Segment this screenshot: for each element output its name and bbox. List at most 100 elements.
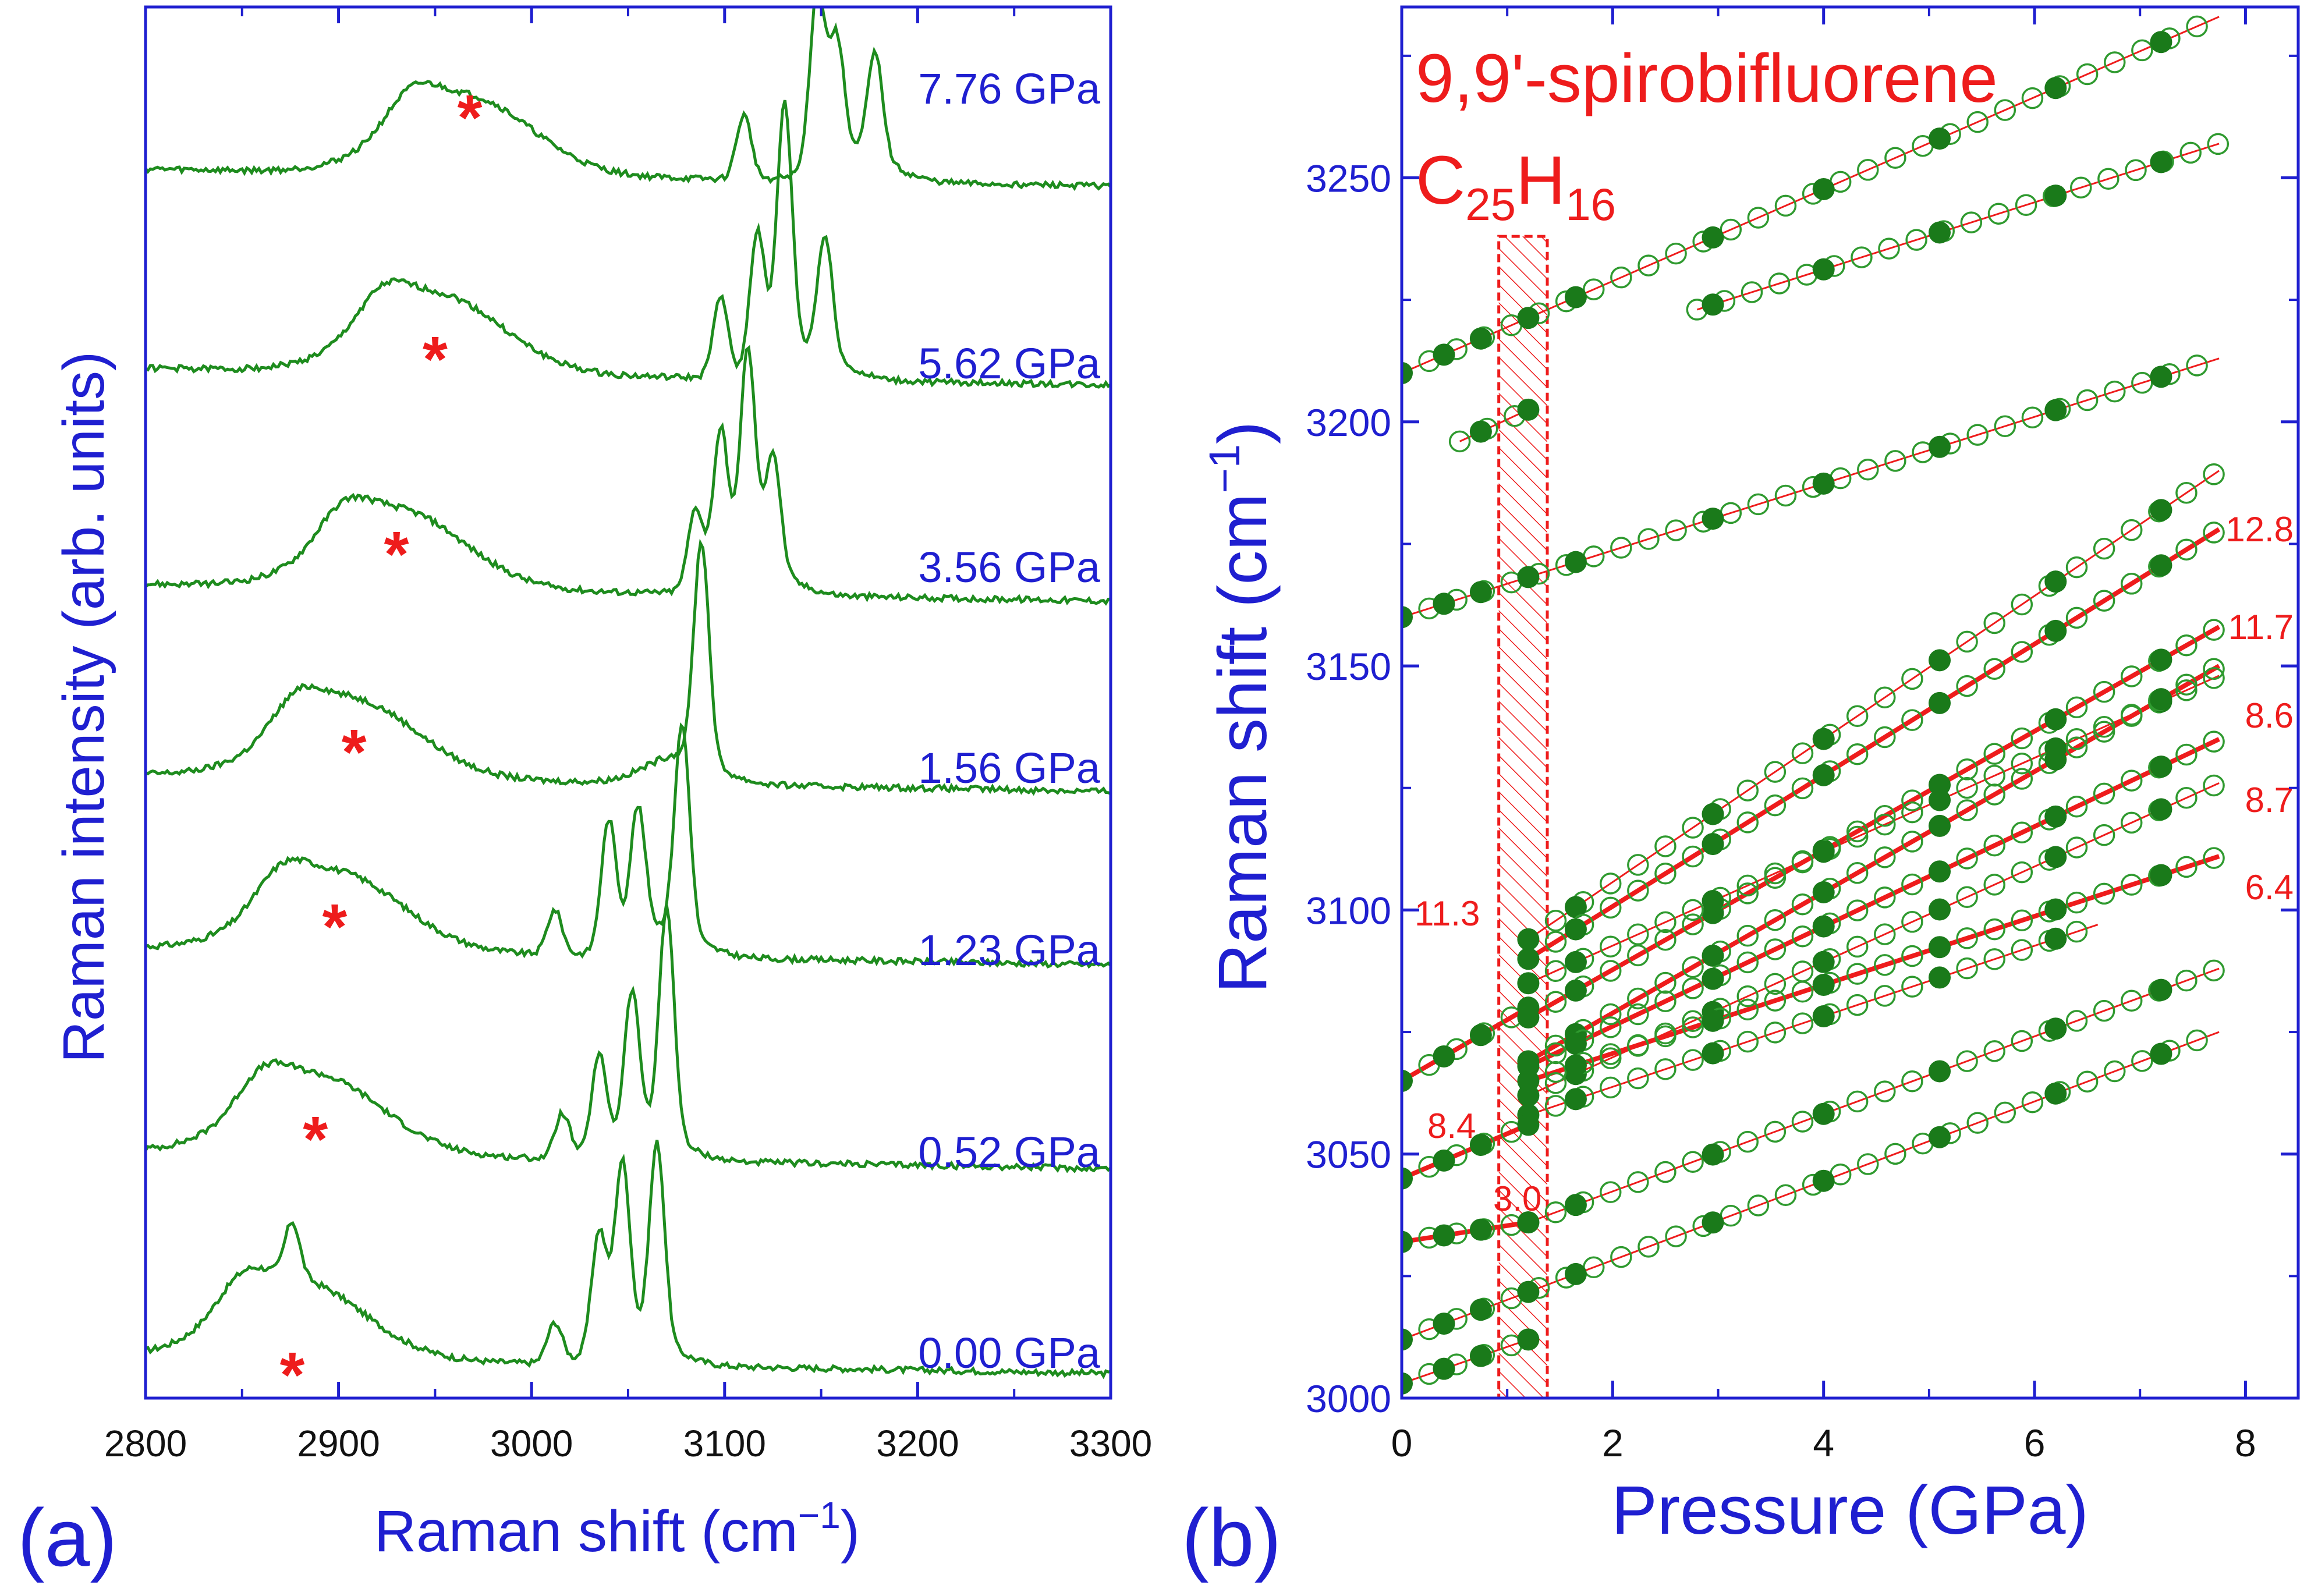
data-point-filled bbox=[1929, 435, 1951, 458]
data-point-filled bbox=[1402, 1230, 1413, 1253]
spectrum-3-56-GPa bbox=[146, 345, 1111, 606]
data-point-filled bbox=[1929, 691, 1951, 714]
data-point-open bbox=[1966, 111, 1989, 133]
data-point-open bbox=[1627, 987, 1649, 1010]
data-point-filled bbox=[1929, 860, 1951, 883]
data-point-open bbox=[2065, 891, 2088, 914]
data-point-open bbox=[1987, 203, 2010, 225]
data-point-open bbox=[1736, 811, 1759, 834]
data-point-open bbox=[1983, 874, 2005, 896]
data-point-filled bbox=[1402, 1328, 1413, 1351]
data-point-open bbox=[1857, 1153, 1879, 1175]
data-point-open bbox=[2120, 665, 2143, 687]
data-point-filled bbox=[1929, 127, 1951, 150]
data-point-open bbox=[1638, 1236, 1660, 1258]
data-point-open bbox=[1846, 994, 1869, 1016]
data-point-open bbox=[1764, 909, 1787, 931]
pressure-label: 1.56 GPa bbox=[918, 744, 1101, 792]
data-point-filled bbox=[1812, 1005, 1835, 1028]
data-point-filled bbox=[1702, 1042, 1724, 1065]
data-point-open bbox=[1846, 743, 1869, 765]
panel-a-x-axis-label: Raman shift (cm−1) bbox=[374, 1494, 860, 1564]
data-point-filled bbox=[1517, 1006, 1540, 1028]
data-point-filled bbox=[1929, 1126, 1951, 1148]
data-point-open bbox=[1791, 777, 1814, 800]
pressure-labels: 0.00 GPa 0.52 GPa 1.23 GPa 1.56 GPa 3.56 GPa… bbox=[918, 65, 1101, 1377]
data-point-open bbox=[1627, 1171, 1649, 1193]
data-point-filled bbox=[1929, 966, 1951, 989]
data-point-open bbox=[1627, 944, 1649, 967]
data-point-filled bbox=[2150, 151, 2172, 173]
data-point-filled bbox=[1402, 361, 1413, 384]
data-point-open bbox=[1627, 1003, 1649, 1026]
data-point-open bbox=[1874, 686, 1896, 709]
data-point-open bbox=[1610, 266, 1632, 289]
panel-a-x-ticks: 2800 2900 3000 3100 3200 3300 bbox=[104, 7, 1152, 1464]
data-point-filled bbox=[2150, 756, 2172, 778]
data-point-open bbox=[1654, 1025, 1677, 1048]
data-point-filled bbox=[2150, 864, 2172, 886]
data-point-open bbox=[1544, 960, 1567, 982]
data-point-filled bbox=[1929, 814, 1951, 837]
data-point-open bbox=[1846, 820, 1869, 843]
data-point-open bbox=[1846, 1090, 1869, 1113]
data-point-open bbox=[2179, 141, 2202, 164]
data-point-open bbox=[1846, 862, 1869, 884]
data-point-filled bbox=[2150, 499, 2172, 522]
data-point-filled bbox=[1702, 1211, 1724, 1234]
data-point-open bbox=[2097, 168, 2119, 190]
data-point-open bbox=[1654, 990, 1677, 1012]
data-point-open bbox=[1994, 415, 2016, 437]
panel-b-plot-content bbox=[1402, 15, 2230, 1395]
data-point-open bbox=[1544, 1095, 1567, 1117]
data-point-open bbox=[2203, 847, 2225, 869]
data-point-open bbox=[1638, 528, 1660, 550]
data-point-filled bbox=[1929, 898, 1951, 921]
x-tick-label: 0 bbox=[1391, 1421, 1413, 1464]
data-point-filled bbox=[1929, 649, 1951, 672]
data-point-open bbox=[2203, 774, 2225, 797]
data-point-filled bbox=[1517, 1069, 1540, 1092]
data-point-open bbox=[1764, 1022, 1787, 1044]
panel-a-tag: (a) bbox=[17, 1492, 117, 1583]
data-point-open bbox=[1901, 831, 1923, 853]
data-point-filled bbox=[2150, 1042, 2172, 1065]
data-point-open bbox=[1747, 207, 1770, 229]
data-point-open bbox=[2076, 1070, 2099, 1093]
data-point-filled bbox=[1564, 918, 1587, 941]
data-point-filled bbox=[1812, 472, 1835, 495]
data-point-filled bbox=[2044, 399, 2067, 421]
data-point-open bbox=[2203, 522, 2225, 544]
data-point-open bbox=[2203, 463, 2225, 485]
asterisk-marker: * bbox=[322, 891, 348, 963]
data-point-open bbox=[1747, 493, 1770, 516]
data-point-open bbox=[1764, 761, 1787, 783]
data-point-open bbox=[2203, 619, 2225, 641]
data-point-open bbox=[1764, 794, 1787, 817]
data-point-filled bbox=[1812, 178, 1835, 200]
peak-asterisks: * * * * * * * bbox=[280, 82, 483, 1411]
data-point-open bbox=[1736, 1030, 1759, 1053]
data-point-open bbox=[1764, 1120, 1787, 1143]
data-point-open bbox=[2011, 768, 2033, 790]
data-point-open bbox=[2093, 680, 2115, 703]
data-point-open bbox=[2021, 87, 2044, 109]
data-point-open bbox=[1747, 1194, 1770, 1216]
data-point-open bbox=[1682, 913, 1704, 935]
data-point-open bbox=[1599, 960, 1622, 982]
data-point-filled bbox=[2044, 805, 2067, 828]
fit-line bbox=[1402, 1220, 1529, 1244]
data-point-filled bbox=[1517, 1211, 1540, 1234]
data-point-filled bbox=[2044, 570, 2067, 593]
data-point-open bbox=[1983, 743, 2005, 765]
data-point-open bbox=[2011, 727, 2033, 750]
compound-formula: C25H16 bbox=[1416, 142, 1616, 230]
panel-b-frame bbox=[1400, 5, 2300, 1400]
data-point-open bbox=[2093, 999, 2115, 1022]
data-point-open bbox=[1544, 1072, 1567, 1094]
data-point-open bbox=[1956, 776, 1978, 799]
data-point-open bbox=[1851, 246, 1873, 268]
slope-label: 11.3 bbox=[1415, 894, 1480, 933]
data-point-open bbox=[1736, 924, 1759, 947]
